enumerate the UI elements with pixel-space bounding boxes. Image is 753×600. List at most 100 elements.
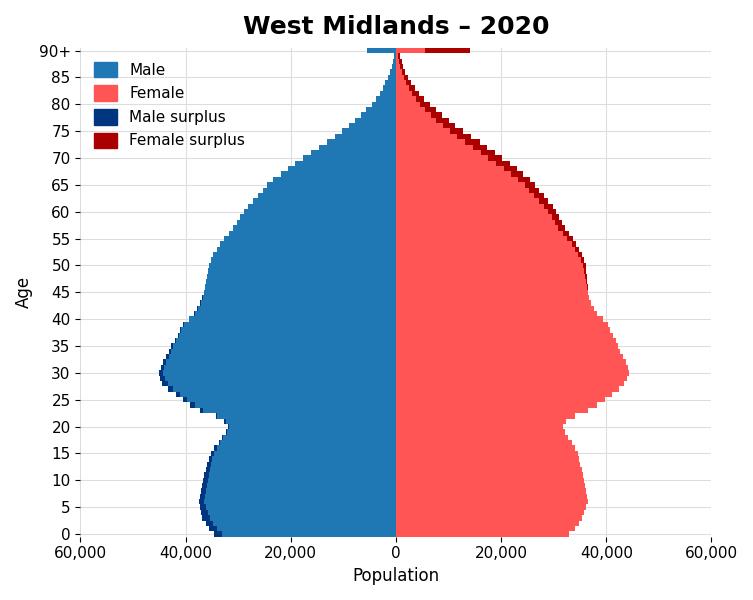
Bar [575, 247, 579, 252]
Bar [559, 225, 566, 230]
Bar [450, 128, 462, 134]
Bar [519, 177, 530, 182]
Bar [194, 311, 396, 316]
Bar [288, 166, 396, 172]
Bar [396, 75, 408, 80]
Bar [209, 456, 212, 461]
Bar [200, 408, 396, 413]
Bar [396, 134, 471, 139]
Bar [311, 150, 396, 155]
Bar [396, 252, 581, 257]
Bar [396, 123, 456, 128]
Bar [431, 112, 442, 118]
Bar [207, 274, 396, 279]
Bar [396, 343, 618, 349]
Bar [396, 155, 502, 161]
Bar [263, 188, 396, 193]
Bar [201, 510, 208, 515]
Bar [396, 241, 576, 247]
Bar [396, 290, 588, 295]
Bar [215, 532, 222, 537]
Bar [166, 354, 169, 359]
Bar [396, 263, 586, 268]
Bar [194, 311, 195, 316]
Bar [172, 343, 173, 349]
Bar [396, 521, 579, 526]
Bar [203, 295, 396, 301]
Bar [215, 445, 396, 451]
Bar [204, 290, 396, 295]
Bar [163, 359, 166, 365]
Bar [409, 85, 415, 91]
Bar [585, 274, 587, 279]
Bar [396, 53, 401, 59]
Bar [376, 96, 396, 101]
Bar [367, 48, 396, 53]
Bar [396, 145, 487, 150]
Bar [525, 182, 535, 188]
Bar [400, 64, 404, 70]
Bar [215, 413, 396, 419]
Bar [211, 257, 396, 263]
Bar [163, 381, 396, 386]
Bar [396, 472, 583, 478]
Bar [578, 252, 581, 257]
Bar [396, 424, 563, 429]
Bar [396, 193, 544, 198]
Bar [396, 397, 605, 403]
Bar [396, 198, 548, 203]
Bar [204, 472, 396, 478]
Bar [396, 483, 585, 488]
Bar [161, 365, 396, 370]
Bar [189, 316, 396, 322]
Bar [425, 107, 436, 112]
Bar [159, 370, 396, 376]
Bar [215, 413, 217, 419]
Bar [396, 311, 597, 316]
Bar [208, 268, 396, 274]
Bar [168, 386, 173, 392]
Bar [563, 230, 569, 236]
Bar [163, 381, 168, 386]
Bar [191, 403, 396, 408]
Bar [412, 91, 419, 96]
Bar [473, 145, 487, 150]
Bar [335, 134, 396, 139]
Bar [396, 499, 588, 505]
Bar [401, 70, 405, 75]
Bar [396, 295, 589, 301]
Bar [396, 139, 480, 145]
Bar [480, 150, 495, 155]
Bar [209, 526, 217, 532]
Bar [203, 515, 396, 521]
Bar [220, 241, 396, 247]
Bar [511, 172, 523, 177]
Bar [281, 172, 396, 177]
Bar [396, 279, 587, 284]
Bar [396, 316, 602, 322]
Bar [209, 263, 396, 268]
Bar [204, 472, 209, 478]
Bar [396, 91, 419, 96]
Bar [396, 408, 588, 413]
Bar [175, 338, 396, 343]
Bar [396, 365, 628, 370]
Bar [420, 101, 429, 107]
Bar [180, 327, 181, 332]
Bar [398, 53, 401, 59]
Bar [396, 349, 620, 354]
Bar [396, 445, 575, 451]
Bar [396, 80, 411, 85]
Bar [396, 376, 627, 381]
Bar [172, 343, 396, 349]
Bar [207, 461, 212, 467]
Bar [183, 397, 396, 403]
Bar [239, 214, 396, 220]
Bar [202, 483, 207, 488]
Bar [199, 499, 396, 505]
Bar [396, 268, 587, 274]
Bar [202, 483, 396, 488]
Bar [396, 220, 562, 225]
Bar [396, 257, 584, 263]
Bar [407, 80, 411, 85]
